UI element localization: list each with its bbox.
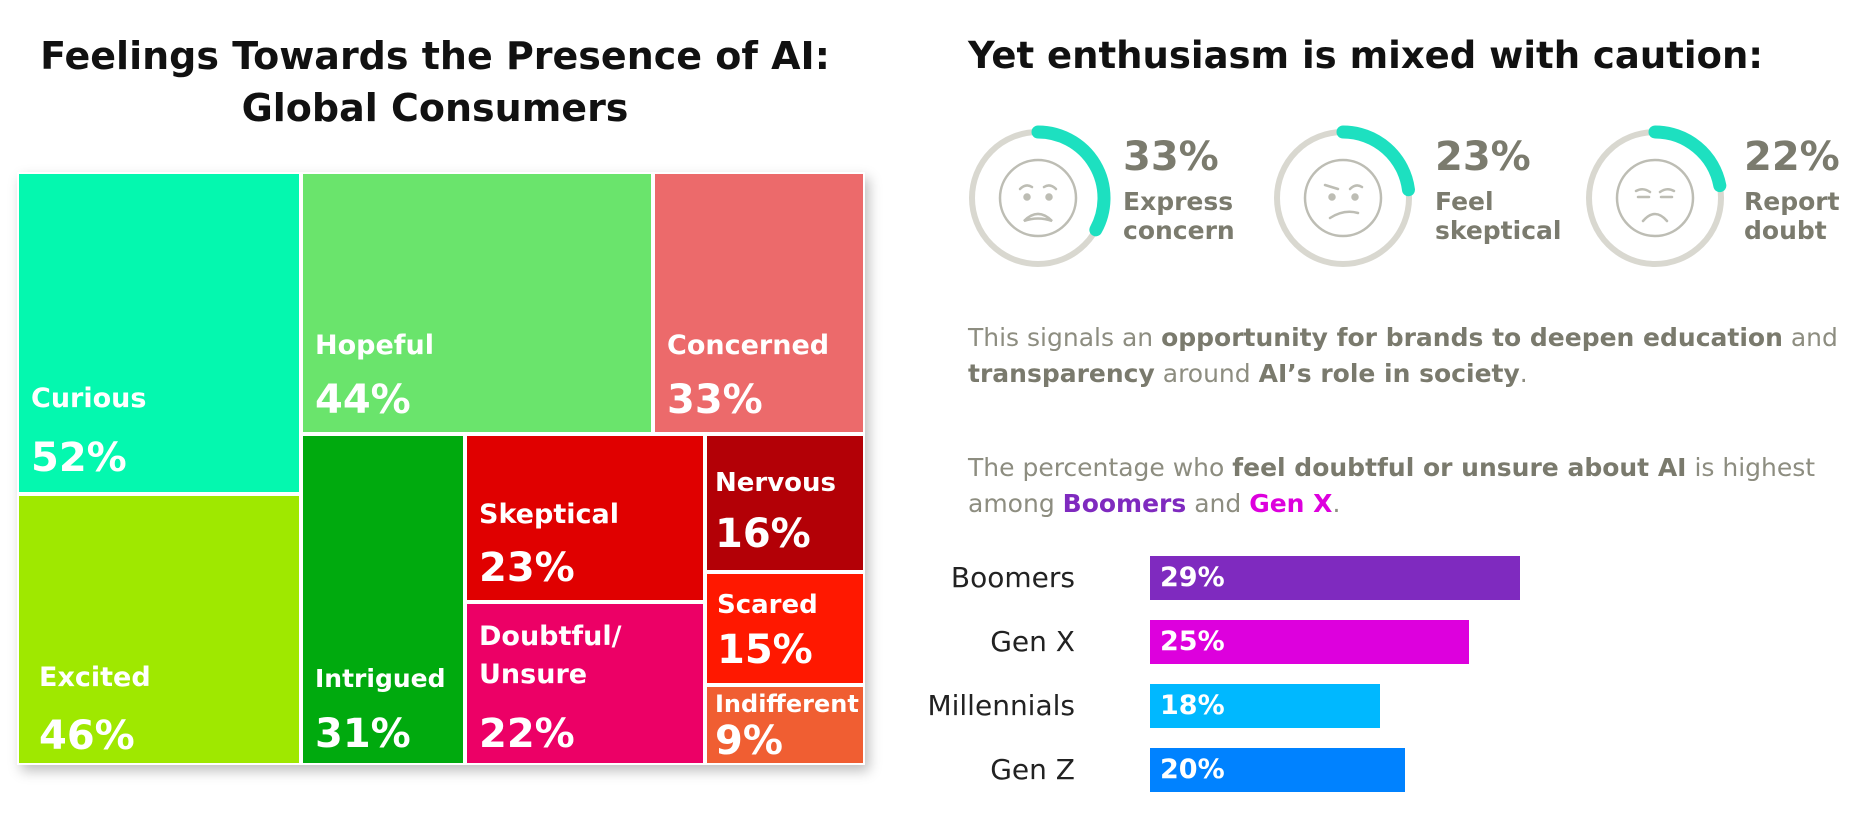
tile-excited: Excited 46% bbox=[17, 494, 301, 765]
treemap-title: Feelings Towards the Presence of AI: Glo… bbox=[0, 30, 870, 134]
feelings-treemap: Curious 52% Excited 46% Hopeful 44% Conc… bbox=[17, 172, 865, 765]
bar-value-label: 20% bbox=[1160, 754, 1225, 785]
bar: 18% bbox=[1150, 684, 1380, 728]
tile-scared: Scared 15% bbox=[705, 572, 865, 685]
stat-value: 33% bbox=[1123, 134, 1219, 180]
tile-label: Excited bbox=[39, 662, 151, 693]
tile-label: Indifferent bbox=[715, 690, 859, 718]
bar-row: Gen Z 20% bbox=[955, 748, 1655, 792]
para1-text-3: around bbox=[1154, 359, 1259, 388]
bar: 29% bbox=[1150, 556, 1520, 600]
tile-value: 23% bbox=[479, 545, 575, 591]
tile-indifferent: Indifferent 9% bbox=[705, 685, 865, 765]
tile-label: Skeptical bbox=[479, 499, 619, 530]
tile-value: 46% bbox=[39, 713, 135, 759]
para2-text-2: is highest among bbox=[968, 453, 1816, 518]
tile-concerned: Concerned 33% bbox=[653, 172, 865, 434]
tile-doubtful-unsure: Doubtful/ Unsure 22% bbox=[465, 602, 705, 765]
tile-value: 16% bbox=[715, 511, 811, 557]
bar-category-label: Millennials bbox=[927, 689, 1075, 722]
opportunity-paragraph: This signals an opportunity for brands t… bbox=[968, 320, 1848, 392]
bar-category-label: Boomers bbox=[950, 561, 1075, 594]
tile-curious: Curious 52% bbox=[17, 172, 301, 494]
generation-bar-chart: Boomers 29% Gen X 25% Millennials 18% Gen Z 20% bbox=[927, 556, 1655, 816]
para1-bold-1: opportunity for brands to deepen educati… bbox=[1161, 323, 1783, 352]
ring-progress-arc bbox=[1648, 125, 1727, 193]
tile-value: 44% bbox=[315, 377, 411, 423]
tile-label: Doubtful/ Unsure bbox=[479, 621, 622, 690]
bar-value-label: 25% bbox=[1160, 626, 1225, 657]
tile-label: Scared bbox=[717, 590, 818, 620]
para1-bold-2: transparency bbox=[968, 359, 1155, 388]
tile-nervous: Nervous 16% bbox=[705, 434, 865, 572]
caution-title: Yet enthusiasm is mixed with caution: bbox=[968, 34, 1764, 77]
treemap-title-line-1: Feelings Towards the Presence of AI: bbox=[40, 34, 830, 78]
tile-value: 9% bbox=[715, 718, 783, 764]
para1-text-4: . bbox=[1519, 359, 1528, 388]
tile-label: Intrigued bbox=[315, 664, 446, 693]
ring-progress-arc bbox=[1336, 125, 1415, 197]
concern-ring bbox=[969, 125, 1111, 267]
stat-caption: Report doubt bbox=[1744, 187, 1840, 245]
bar: 20% bbox=[1150, 748, 1406, 792]
tile-intrigued: Intrigued 31% bbox=[301, 434, 465, 765]
boomers-highlight: Boomers bbox=[1062, 489, 1187, 518]
tile-value: 33% bbox=[667, 377, 763, 423]
bar-row: Gen X 25% bbox=[955, 620, 1655, 664]
bar-row: Boomers 29% bbox=[951, 556, 1655, 600]
tile-value: 31% bbox=[315, 711, 411, 757]
stat-value: 22% bbox=[1744, 134, 1840, 180]
bar-row: Millennials 18% bbox=[927, 684, 1655, 728]
tile-hopeful: Hopeful 44% bbox=[301, 172, 653, 434]
tile-value: 52% bbox=[31, 435, 127, 481]
tile-label: Hopeful bbox=[315, 330, 435, 361]
para2-text-3: and bbox=[1186, 489, 1250, 518]
doubt-ring bbox=[1586, 125, 1727, 267]
tile-label: Concerned bbox=[667, 330, 830, 361]
para1-text-2: and bbox=[1782, 323, 1838, 352]
stat-value: 23% bbox=[1435, 134, 1531, 180]
frowning-face-icon bbox=[1615, 158, 1695, 238]
bar-value-label: 29% bbox=[1160, 562, 1225, 593]
genx-highlight: Gen X bbox=[1249, 489, 1333, 518]
bar-value-label: 18% bbox=[1160, 690, 1225, 721]
tile-label: Nervous bbox=[715, 468, 837, 498]
stat-caption: Feel skeptical bbox=[1435, 187, 1562, 245]
tile-skeptical: Skeptical 23% bbox=[465, 434, 705, 602]
skeptical-face-icon bbox=[1303, 158, 1383, 238]
bar-category-label: Gen Z bbox=[990, 753, 1075, 786]
treemap-title-line-2: Global Consumers bbox=[241, 86, 629, 130]
para2-bold-1: feel doubtful or unsure about AI bbox=[1232, 453, 1687, 482]
bar: 25% bbox=[1150, 620, 1469, 664]
para1-bold-3: AI’s role in society bbox=[1258, 359, 1520, 388]
bar-category-label: Gen X bbox=[990, 625, 1075, 658]
stat-caption: Express concern bbox=[1123, 187, 1235, 245]
skeptical-ring bbox=[1274, 125, 1415, 267]
para2-text-4: . bbox=[1332, 489, 1341, 518]
generation-paragraph: The percentage who feel doubtful or unsu… bbox=[968, 450, 1848, 522]
para2-text-1: The percentage who bbox=[968, 453, 1233, 482]
tile-value: 22% bbox=[479, 711, 575, 757]
tile-value: 15% bbox=[717, 627, 813, 673]
ring-progress-arc bbox=[1031, 125, 1111, 237]
tile-label: Curious bbox=[31, 383, 147, 414]
worried-face-icon bbox=[998, 158, 1078, 238]
para1-text-1: This signals an bbox=[968, 323, 1162, 352]
